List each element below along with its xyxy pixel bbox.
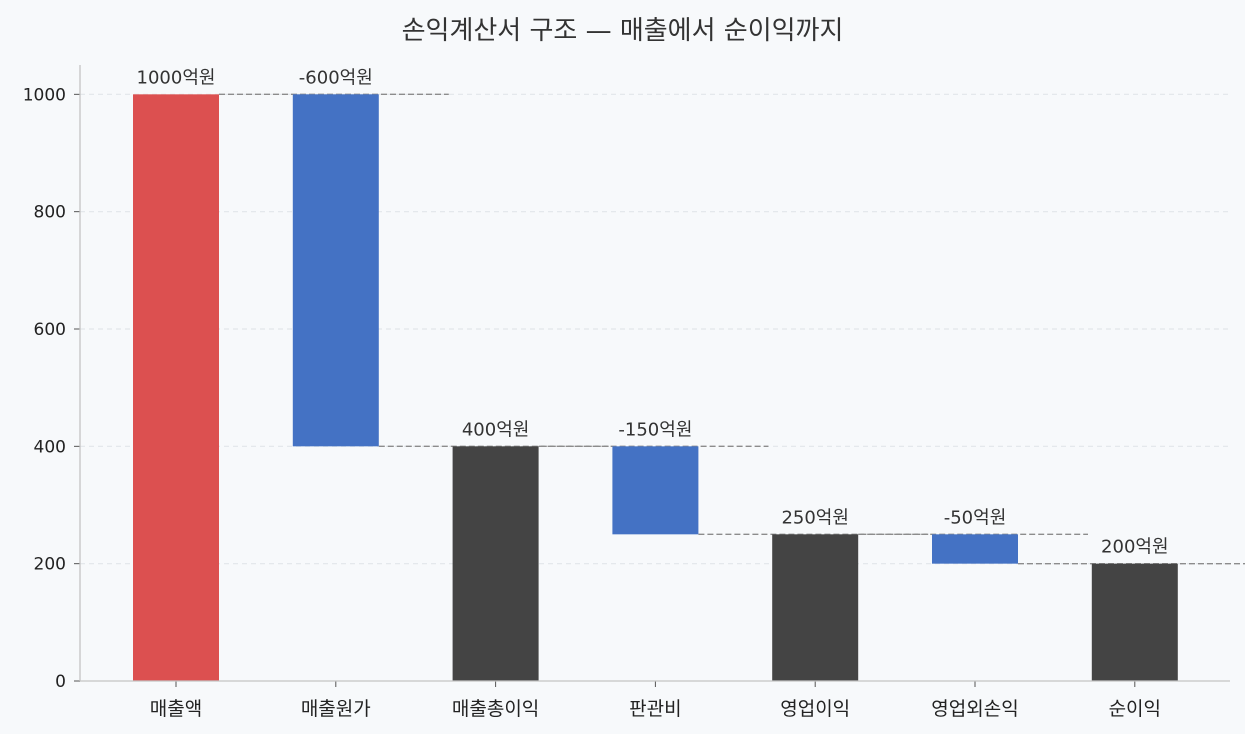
bar-순이익 (1091, 563, 1178, 681)
x-tick-label: 순이익 (1109, 698, 1161, 720)
x-tick-label: 영업외손익 (931, 698, 1018, 720)
data-label: 200억원 (1101, 537, 1168, 558)
data-labels: 1000억원 -600억원 400억원 -150억원 250억원 -50억원 200억원 (137, 67, 1169, 557)
data-label: 400억원 (462, 419, 529, 440)
data-label: -50억원 (944, 507, 1007, 528)
bar-매출총이익 (452, 446, 539, 681)
y-tick-label: 800 (34, 203, 66, 223)
data-label: -600억원 (299, 67, 373, 88)
bar-판관비 (612, 446, 699, 535)
data-label: -150억원 (618, 419, 692, 440)
y-tick-label: 200 (34, 555, 66, 575)
y-tick-label: 600 (34, 320, 66, 340)
x-tick-label: 매출원가 (301, 698, 371, 720)
bar-영업이익 (772, 534, 859, 681)
bars (133, 94, 1178, 682)
y-tick-label: 400 (34, 437, 66, 457)
x-tick-label: 영업이익 (780, 698, 850, 720)
data-label: 1000억원 (137, 67, 216, 88)
connector-lines (219, 93, 1245, 565)
axes: 0 200 400 600 800 1000 매출액 매출원가 매출총이익 판관비 영업이익 영업외손… (23, 65, 1230, 720)
bar-매출원가 (292, 94, 379, 447)
x-tick-label: 판관비 (629, 698, 681, 720)
bar-영업외손익 (932, 534, 1018, 564)
x-tick-label: 매출총이익 (452, 698, 539, 720)
x-tick-label: 매출액 (150, 698, 202, 720)
data-label: 250억원 (781, 507, 848, 528)
y-tick-label: 0 (55, 672, 66, 692)
bar-매출액 (133, 94, 219, 682)
chart-title: 손익계산서 구조 — 매출에서 순이익까지 (401, 16, 844, 46)
y-tick-label: 1000 (23, 85, 66, 105)
